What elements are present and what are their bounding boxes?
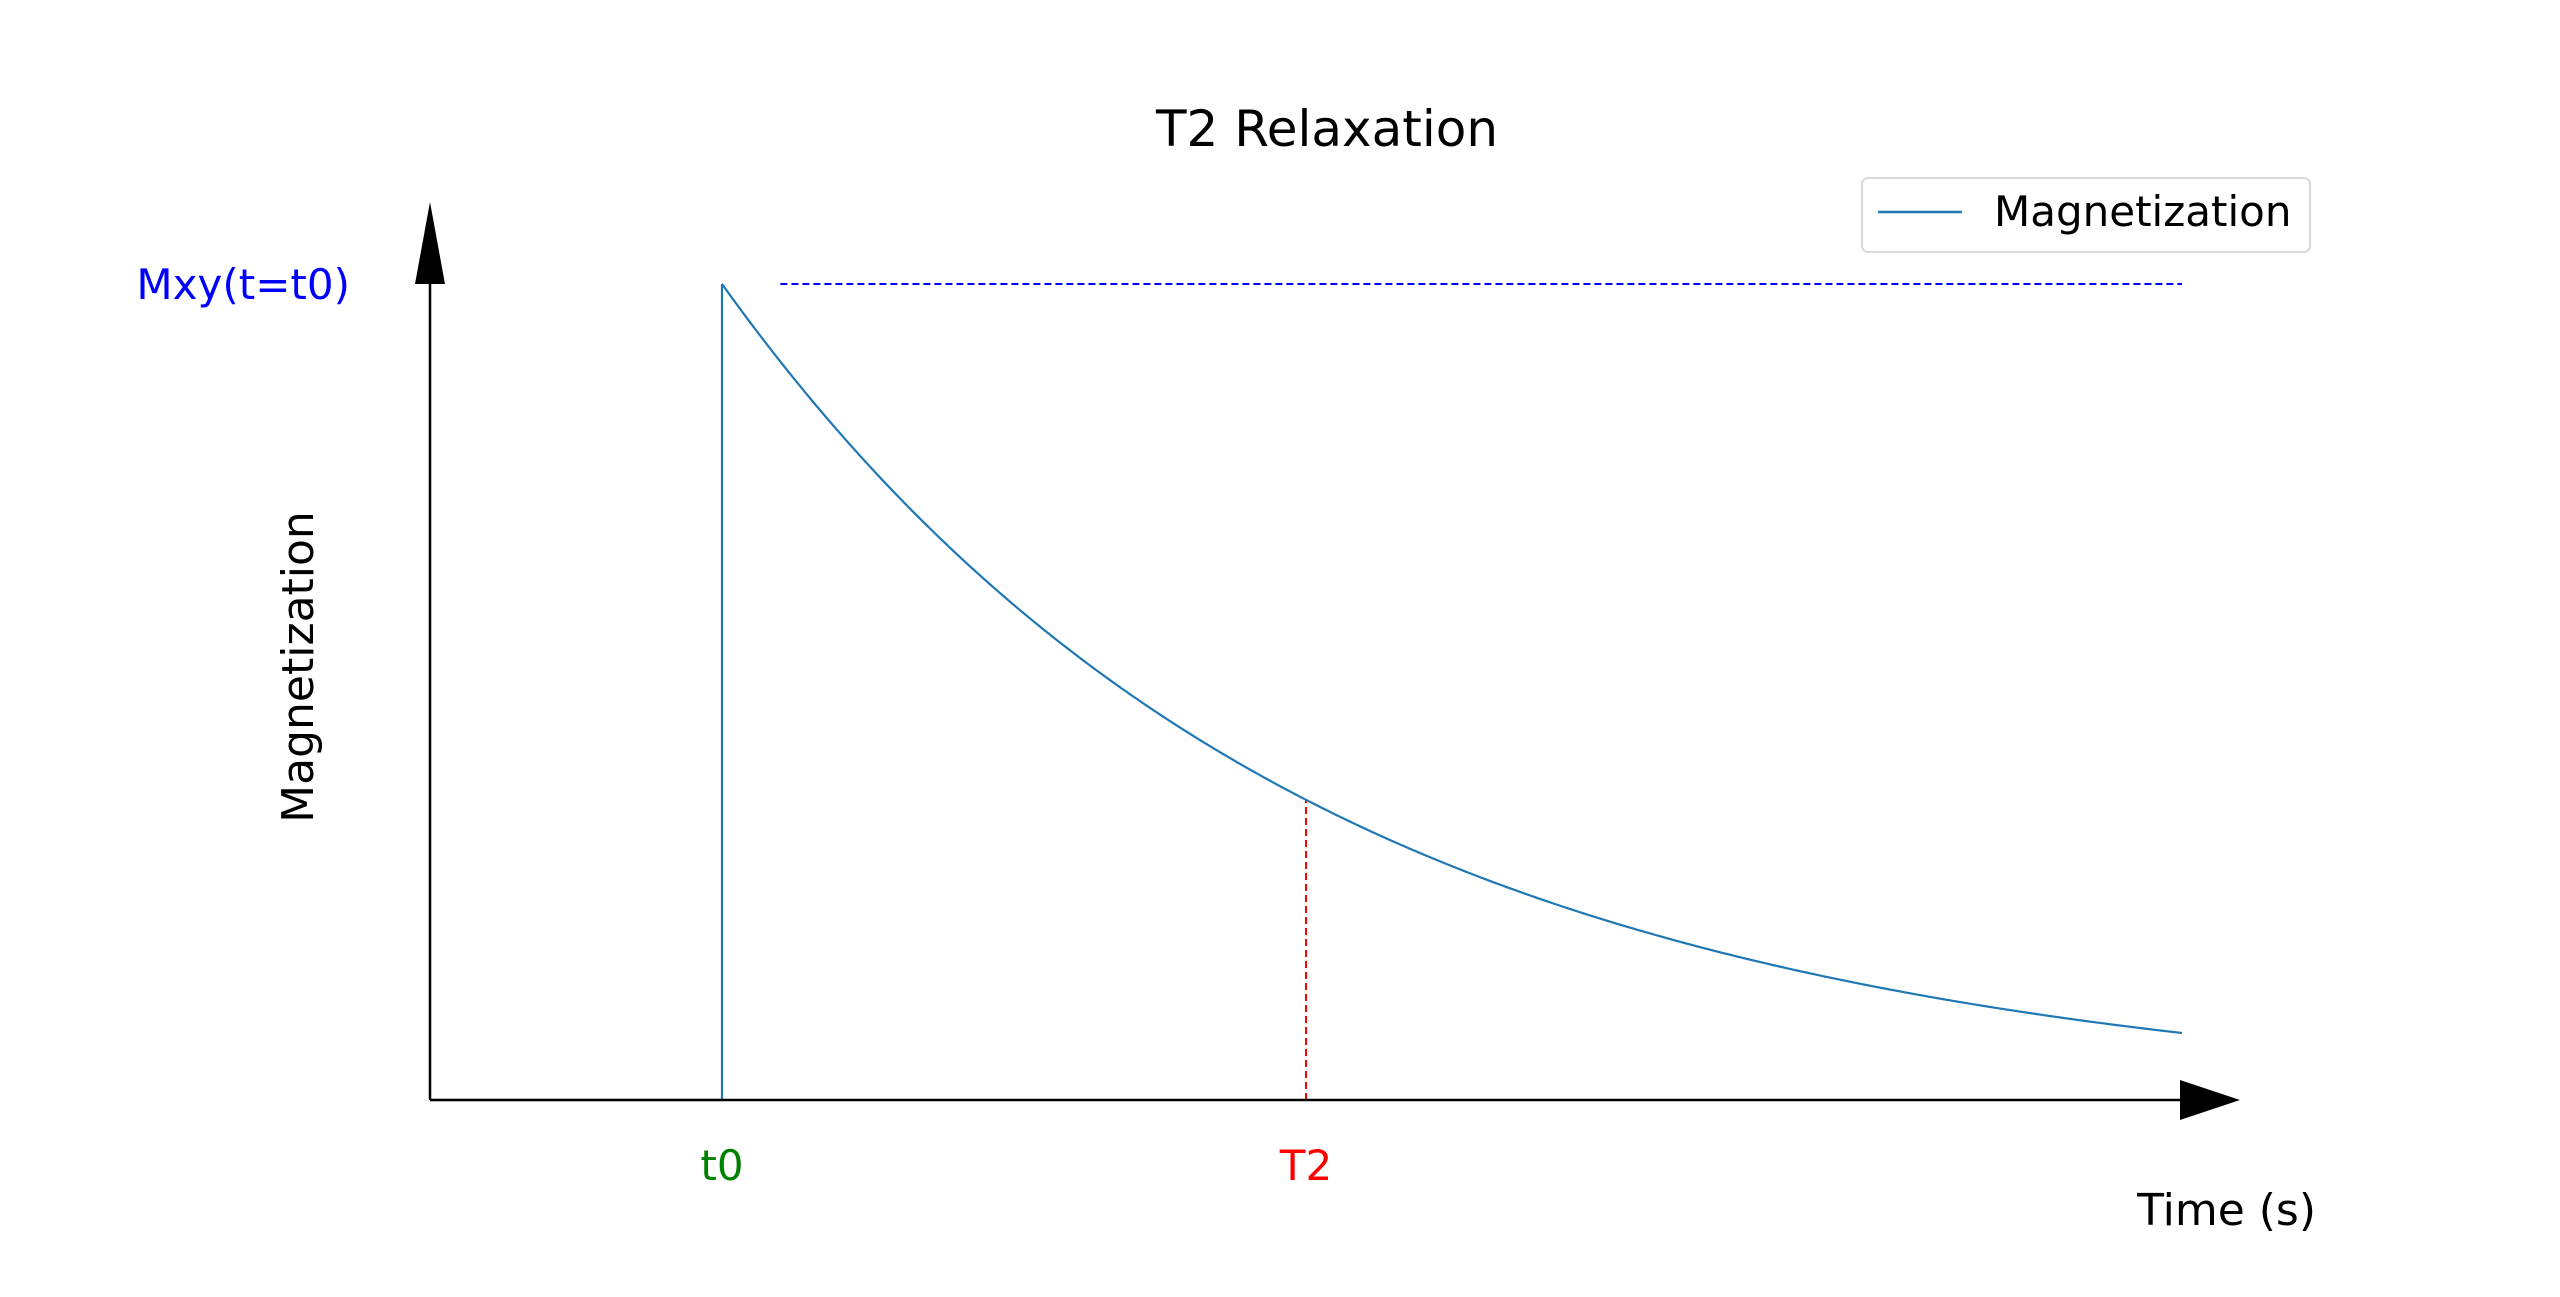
axis-ticks: t0 T2 Mxy(t=t0) <box>136 260 1332 1190</box>
legend-label-magnetization: Magnetization <box>1994 187 2291 236</box>
x-axis-arrow <box>2180 1080 2240 1120</box>
y-axis-label: Magnetization <box>273 511 324 823</box>
x-axis-label: Time (s) <box>2136 1185 2316 1236</box>
legend: Magnetization <box>1861 177 2311 253</box>
series-line-magnetization-segment-2 <box>721 283 2183 1035</box>
chart-title: T2 Relaxation <box>1155 100 1498 158</box>
x-tick-label-t0: t0 <box>700 1141 743 1190</box>
y-tick-label-0: Mxy(t=t0) <box>136 260 350 309</box>
legend-box <box>1861 177 2311 253</box>
x-tick-label-t2: T2 <box>1279 1141 1332 1190</box>
plot-area <box>430 283 2183 1102</box>
y-axis-arrow <box>415 202 445 284</box>
